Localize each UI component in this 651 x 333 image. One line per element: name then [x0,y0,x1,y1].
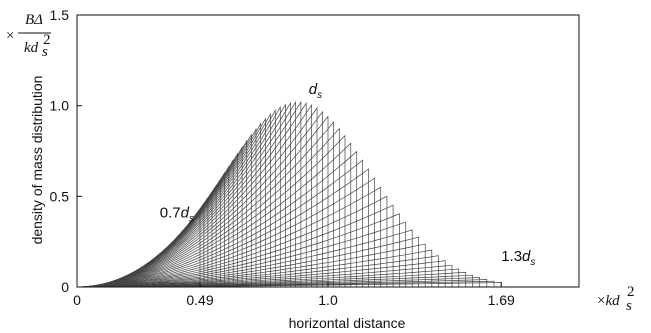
y-tick-label: 0.5 [50,188,70,204]
y-mult-den-sub: s [42,44,48,60]
y-multiplier: × BΔ kd s 2 [6,12,51,60]
curve-d-39 [76,213,400,288]
x-tick-label: 1.0 [318,292,338,308]
curve-d-38 [76,204,394,288]
curve-d-30 [76,134,346,288]
curve-annotation: 1.3ds [501,248,535,268]
y-mult-den-var: kd [24,40,39,56]
curve-d-34 [76,168,369,288]
curve-d-32 [76,150,358,288]
curve-d-33 [76,159,363,288]
curve-d-37 [76,195,388,288]
curve-d-35 [76,177,375,288]
x-tick-label: 0.49 [186,292,213,308]
x-axis-title: horizontal distance [289,315,406,331]
y-tick-label: 1.0 [50,98,70,114]
curve-d-42 [76,236,419,288]
x-mult-var: kd [605,293,620,309]
curve-d-36 [76,186,382,288]
x-multiplier: ×kd s 2 [597,284,635,314]
y-axis-title: density of mass distribution [29,76,45,245]
y-tick-label: 1.5 [50,7,70,23]
x-mult-prefix: × [597,293,605,309]
curve-annotation: 0.7ds [160,205,194,225]
annotations: 0.7ds ds 1.3ds [160,81,536,268]
curve-d-31 [76,142,352,288]
x-mult-sup: 2 [627,284,635,300]
y-mult-den-sup: 2 [43,32,51,48]
curve-d-25 [76,106,318,288]
y-mult-num: BΔ [25,12,43,28]
y-axis: 0 0.5 1.0 1.5 [50,7,82,295]
x-tick-label: 0 [73,292,81,308]
y-tick-label: 0 [61,279,69,295]
svg-text:×kd: ×kd [597,293,620,309]
x-mult-sub: s [626,298,632,314]
curve-d-40 [76,221,407,288]
curve-annotation: ds [309,81,322,101]
y-mult-prefix: × [6,28,14,44]
curve-family [76,100,502,288]
curve-d-23 [76,102,307,288]
x-tick-label: 1.69 [488,292,515,308]
x-axis: 0 0.49 1.0 1.69 [73,282,515,308]
